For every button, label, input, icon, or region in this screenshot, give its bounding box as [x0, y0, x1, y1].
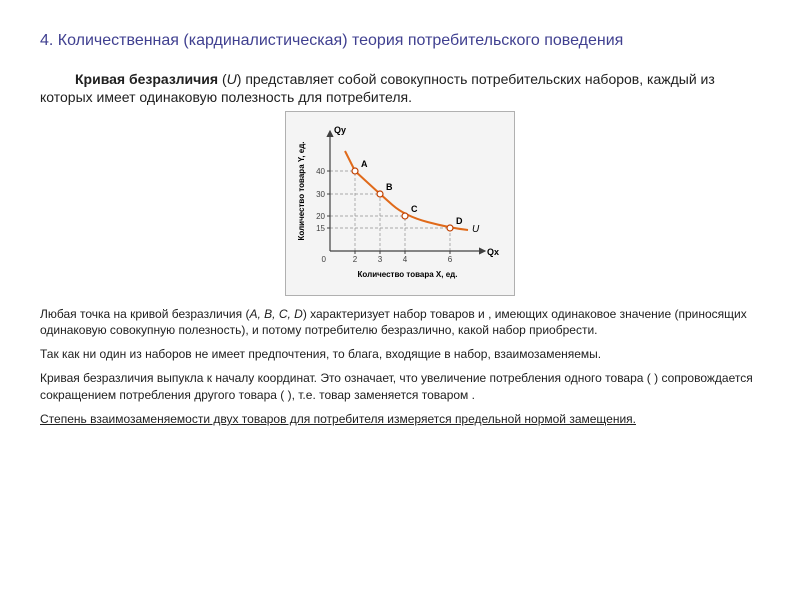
svg-text:A: A: [361, 159, 368, 169]
term-symbol: U: [227, 71, 237, 87]
svg-text:30: 30: [316, 190, 325, 199]
svg-text:C: C: [411, 204, 418, 214]
indifference-curve-chart: 2 3 4 6 15 20 30 40 0 A B C DU Qx Qy Количество товара …: [285, 111, 515, 296]
svg-text:Qy: Qy: [334, 125, 346, 135]
term-bold: Кривая безразличия: [75, 71, 218, 87]
svg-text:15: 15: [316, 224, 325, 233]
section-title: 4. Количественная (кардиналистическая) т…: [40, 30, 760, 52]
paren-open: (: [218, 71, 227, 87]
paragraph-substitutes: Так как ни один из наборов не имеет пред…: [40, 346, 760, 362]
p2-points: A, B, C, D: [249, 307, 302, 321]
svg-text:40: 40: [316, 167, 325, 176]
paragraph-intro: Кривая безразличия (U) представляет собо…: [40, 70, 760, 108]
svg-text:20: 20: [316, 212, 325, 221]
chart-svg: 2 3 4 6 15 20 30 40 0 A B C DU Qx Qy Количество товара …: [290, 116, 510, 286]
paragraph-points: Любая точка на кривой безразличия (A, B,…: [40, 306, 760, 338]
svg-text:3: 3: [378, 255, 383, 264]
svg-text:0: 0: [322, 255, 327, 264]
svg-text:B: B: [386, 182, 393, 192]
p2a: Любая точка на кривой безразличия (: [40, 307, 249, 321]
svg-text:U: U: [472, 224, 480, 235]
svg-text:2: 2: [353, 255, 358, 264]
svg-text:Количество товара Y, ед.: Количество товара Y, ед.: [297, 142, 306, 241]
svg-text:Количество товара X, ед.: Количество товара X, ед.: [358, 270, 458, 279]
chart-container: 2 3 4 6 15 20 30 40 0 A B C DU Qx Qy Количество товара …: [40, 111, 760, 296]
svg-text:Qx: Qx: [487, 247, 499, 257]
paragraph-convex: Кривая безразличия выпукла к началу коор…: [40, 370, 760, 402]
svg-text:6: 6: [448, 255, 453, 264]
svg-text:4: 4: [403, 255, 408, 264]
svg-text:D: D: [456, 216, 463, 226]
paragraph-mrs: Степень взаимозаменяемости двух товаров …: [40, 411, 760, 427]
